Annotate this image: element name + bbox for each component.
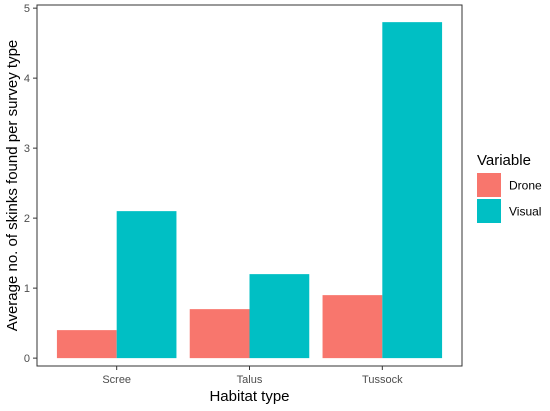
y-axis: 0 1 2 3 4 5 bbox=[24, 3, 37, 365]
y-tick-label: 5 bbox=[24, 3, 30, 15]
bar-visual-scree bbox=[116, 211, 177, 359]
legend-key-drone bbox=[477, 173, 501, 197]
y-tick-label: 3 bbox=[24, 143, 30, 155]
y-axis-title: Average no. of skinks found per survey t… bbox=[4, 40, 21, 332]
x-tick-label: Talus bbox=[237, 374, 263, 386]
bar-drone-tussock bbox=[322, 295, 383, 359]
legend-label-visual: Visual bbox=[509, 205, 541, 219]
x-tick-label: Tussock bbox=[362, 374, 403, 386]
legend: Variable Drone Visual bbox=[477, 152, 542, 223]
legend-label-drone: Drone bbox=[509, 179, 542, 193]
bars-group bbox=[56, 22, 443, 359]
bar-drone-talus bbox=[189, 309, 250, 359]
legend-title: Variable bbox=[477, 152, 531, 169]
x-tick-label: Scree bbox=[102, 374, 131, 386]
bar-visual-tussock bbox=[382, 22, 443, 359]
y-tick-label: 2 bbox=[24, 213, 30, 225]
y-tick-label: 1 bbox=[24, 283, 30, 295]
x-axis-title: Habitat type bbox=[209, 388, 289, 405]
y-tick-label: 4 bbox=[24, 73, 30, 85]
bar-visual-talus bbox=[249, 274, 310, 359]
bar-drone-scree bbox=[56, 330, 117, 359]
legend-key-visual bbox=[477, 199, 501, 223]
x-axis: Scree Talus Tussock bbox=[102, 366, 403, 386]
y-tick-label: 0 bbox=[24, 353, 30, 365]
